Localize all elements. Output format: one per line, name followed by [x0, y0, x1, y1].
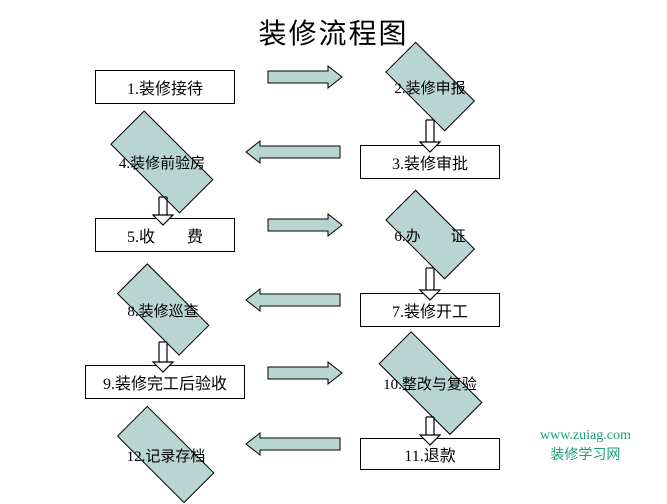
source-url[interactable]: www.zuiag.com [540, 428, 631, 444]
flow-rect-n7: 7.装修开工 [360, 293, 500, 327]
source-text: 装修学习网 [540, 444, 631, 464]
flow-rect-n9: 9.装修完工后验收 [85, 365, 245, 399]
flow-rect-n3: 3.装修审批 [360, 145, 500, 179]
flow-diamond-n4: 4.装修前验房 [92, 128, 232, 196]
flow-rect-n5: 5.收 费 [95, 218, 235, 252]
flow-diamond-n8: 8.装修巡查 [100, 279, 226, 341]
source-link: www.zuiag.com 装修学习网 [540, 428, 631, 464]
flow-diamond-n12: 12.记录存档 [98, 424, 234, 486]
page-title: 装修流程图 [0, 0, 667, 52]
flow-rect-n11: 11.退款 [360, 438, 500, 470]
flow-diamond-n2: 2.装修申报 [370, 56, 490, 118]
flow-rect-n1: 1.装修接待 [95, 70, 235, 104]
flow-diamond-n6: 6.办 证 [370, 204, 490, 266]
flow-diamond-n10: 10.整改与复验 [358, 350, 502, 416]
